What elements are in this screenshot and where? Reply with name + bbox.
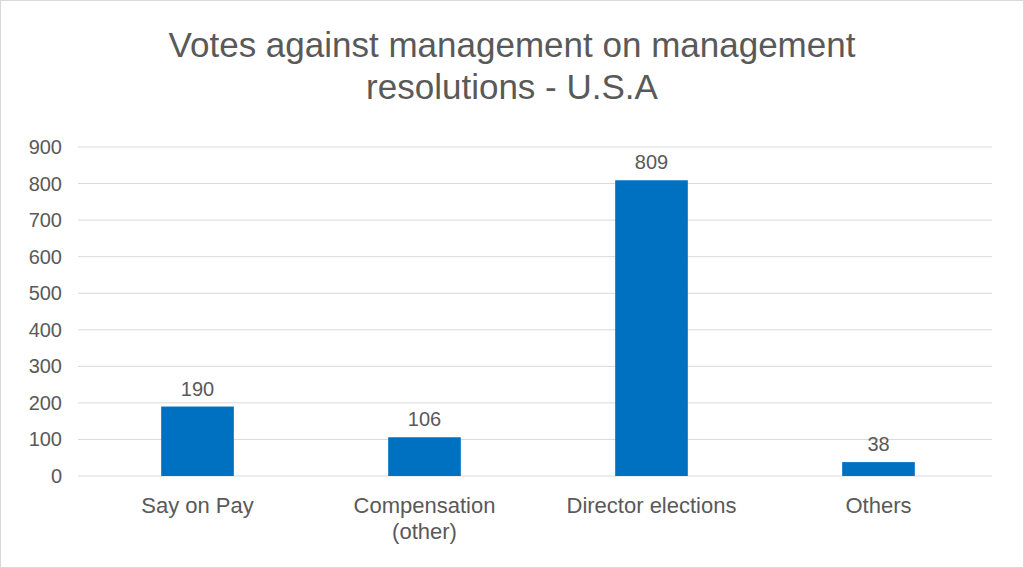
grid-line — [78, 329, 992, 330]
bar — [161, 407, 234, 476]
y-tick-label: 100 — [29, 428, 62, 450]
bar — [388, 437, 461, 476]
chart-title: Votes against management on managementre… — [169, 25, 856, 106]
data-label: 190 — [181, 378, 214, 400]
x-tick-label: Compensation(other) — [354, 493, 496, 544]
y-tick-label: 400 — [29, 319, 62, 341]
y-tick-label: 500 — [29, 282, 62, 304]
y-tick-label: 700 — [29, 209, 62, 231]
bar — [615, 180, 688, 476]
grid-line — [78, 256, 992, 257]
bars — [161, 180, 915, 476]
x-tick-label: Say on Pay — [141, 493, 254, 518]
grid-line — [78, 220, 992, 221]
y-tick-label: 900 — [29, 136, 62, 158]
bar — [842, 462, 915, 476]
chart: 0 100 200 300 400 500 600 700 800 900 190 106 809 38 S… — [0, 0, 1024, 568]
x-tick-label: Others — [845, 493, 911, 518]
x-tick-label: Director elections — [567, 493, 737, 518]
y-tick-label: 200 — [29, 392, 62, 414]
data-label: 809 — [635, 151, 668, 173]
grid-line — [78, 147, 992, 148]
grid-line — [78, 293, 992, 294]
grid-line — [78, 402, 992, 403]
y-tick-label: 600 — [29, 246, 62, 268]
data-label: 38 — [867, 433, 889, 455]
chart-frame — [1, 1, 1024, 568]
grid-line — [78, 183, 992, 184]
data-label: 106 — [408, 408, 441, 430]
y-tick-label: 300 — [29, 355, 62, 377]
y-tick-label: 800 — [29, 173, 62, 195]
y-tick-label: 0 — [51, 465, 62, 487]
grid-line — [78, 366, 992, 367]
